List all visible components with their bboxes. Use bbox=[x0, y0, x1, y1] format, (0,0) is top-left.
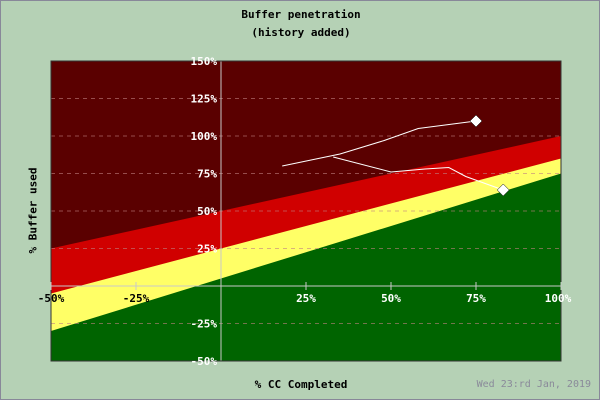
series-marker-1 bbox=[469, 114, 483, 128]
x-tick-label: -50% bbox=[38, 292, 65, 305]
series-line-2 bbox=[333, 156, 504, 191]
x-tick-label: 50% bbox=[381, 292, 401, 305]
y-tick-label: -25% bbox=[191, 318, 218, 331]
x-tick-label: 100% bbox=[545, 292, 572, 305]
y-tick-label: 150% bbox=[191, 55, 218, 68]
y-tick-label: -50% bbox=[191, 355, 218, 368]
series-line-1 bbox=[282, 120, 477, 167]
x-axis-label: % CC Completed bbox=[254, 378, 348, 391]
zone-green bbox=[51, 173, 561, 361]
x-tick-label: 75% bbox=[466, 292, 486, 305]
x-tick-label: 25% bbox=[296, 292, 316, 305]
chart-title: Buffer penetration bbox=[241, 8, 361, 21]
series-marker-2 bbox=[496, 183, 510, 197]
y-tick-label: 125% bbox=[191, 93, 218, 106]
y-tick-label: 25% bbox=[197, 243, 217, 256]
chart-subtitle: (history added) bbox=[251, 26, 351, 39]
plot-border bbox=[50, 60, 562, 362]
y-tick-label: 75% bbox=[197, 168, 217, 181]
x-tick-label: -25% bbox=[123, 292, 150, 305]
y-tick-label: 50% bbox=[197, 205, 217, 218]
date-label: Wed 23:rd Jan, 2019 bbox=[476, 379, 591, 390]
y-tick-label: 100% bbox=[191, 130, 218, 143]
